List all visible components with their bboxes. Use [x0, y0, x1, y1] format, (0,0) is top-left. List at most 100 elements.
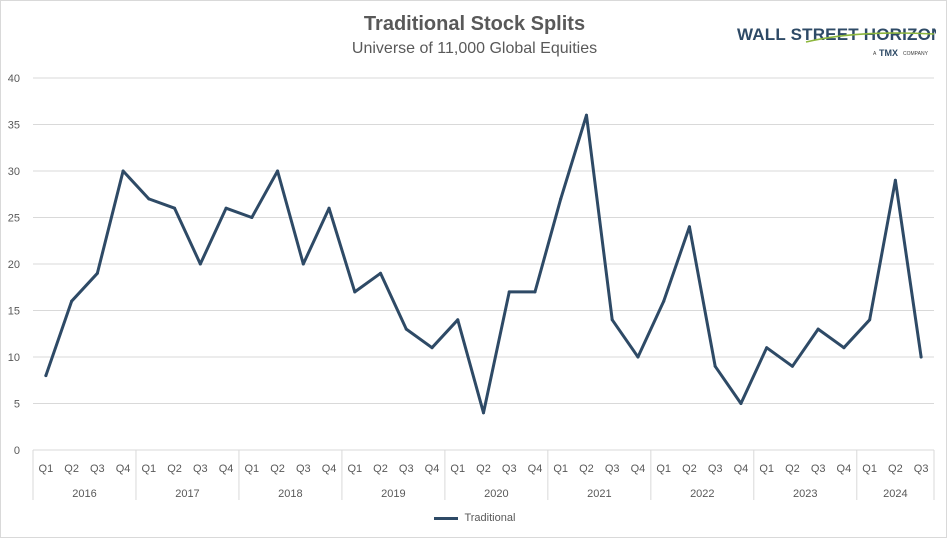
logo-name: WALL STREET HORIZON — [737, 25, 936, 44]
data-point — [276, 169, 280, 173]
year-label: 2019 — [381, 488, 405, 500]
x-tick-label: Q1 — [141, 463, 156, 475]
data-point — [121, 169, 125, 173]
data-point — [842, 346, 846, 350]
x-tick-label: Q1 — [759, 463, 774, 475]
y-tick-label: 5 — [14, 399, 20, 411]
x-tick-label: Q4 — [219, 463, 234, 475]
data-point — [507, 290, 511, 294]
chart-subtitle: Universe of 11,000 Global Equities — [351, 40, 598, 57]
y-tick-label: 10 — [8, 352, 20, 364]
y-tick-label: 0 — [14, 445, 20, 457]
data-point — [919, 355, 923, 359]
x-tick-label: Q1 — [553, 463, 568, 475]
data-point — [533, 290, 537, 294]
data-point — [662, 299, 666, 303]
x-tick-label: Q3 — [605, 463, 620, 475]
y-tick-label: 25 — [8, 213, 20, 225]
y-tick-label: 35 — [8, 120, 20, 132]
year-label: 2021 — [587, 488, 611, 500]
data-point — [868, 318, 872, 322]
data-point — [301, 262, 305, 266]
data-point — [765, 346, 769, 350]
data-point — [95, 271, 99, 275]
data-point — [636, 355, 640, 359]
chart-title: Traditional Stock Splits — [363, 13, 586, 35]
year-label: 2016 — [72, 488, 96, 500]
logo-swoosh — [805, 32, 935, 43]
data-point — [147, 197, 151, 201]
legend-swatch-traditional — [433, 516, 458, 520]
x-tick-label: Q3 — [90, 463, 105, 475]
x-tick-label: Q3 — [502, 463, 517, 475]
data-point — [173, 206, 177, 210]
x-tick-label: Q2 — [785, 463, 800, 475]
data-point — [816, 327, 820, 331]
data-point — [482, 411, 485, 415]
y-tick-label: 15 — [8, 306, 20, 318]
x-tick-label: Q2 — [270, 463, 285, 475]
y-tick-label: 20 — [8, 259, 20, 271]
data-point — [198, 262, 202, 266]
x-tick-label: Q2 — [373, 463, 388, 475]
data-point — [353, 290, 357, 294]
x-tick-label: Q3 — [193, 463, 208, 475]
data-point — [893, 178, 897, 182]
data-point — [739, 402, 743, 405]
x-tick-label: Q3 — [399, 463, 414, 475]
data-point — [790, 364, 794, 368]
x-tick-label: Q3 — [914, 463, 929, 475]
year-label: 2023 — [793, 488, 817, 500]
legend: Traditional — [0, 512, 949, 524]
wall-street-horizon-logo: WALL STREET HORIZON A TMX COMPANY — [737, 25, 936, 58]
data-point — [430, 346, 434, 350]
data-point — [456, 318, 460, 322]
x-tick-label: Q1 — [862, 463, 877, 475]
x-tick-label: Q3 — [708, 463, 723, 475]
x-tick-label: Q4 — [528, 463, 543, 475]
x-tick-label: Q1 — [656, 463, 671, 475]
x-tick-label: Q1 — [39, 463, 54, 475]
x-tick-label: Q1 — [450, 463, 465, 475]
data-point — [70, 299, 74, 303]
logo-tagline-suffix: COMPANY — [903, 51, 929, 57]
x-tick-label: Q4 — [116, 463, 131, 475]
x-tick-label: Q4 — [425, 463, 440, 475]
x-tick-label: Q2 — [888, 463, 903, 475]
data-point — [327, 206, 331, 210]
data-point — [404, 327, 408, 331]
x-tick-label: Q3 — [296, 463, 311, 475]
logo-tmx: TMX — [879, 48, 898, 58]
year-label: 2022 — [690, 488, 714, 500]
year-label: 2024 — [883, 488, 907, 500]
data-point — [610, 318, 614, 322]
x-tick-label: Q1 — [244, 463, 259, 475]
data-point — [250, 216, 254, 219]
logo-tagline-prefix: A — [873, 51, 877, 57]
x-tick-label: Q1 — [347, 463, 362, 475]
y-tick-label: 40 — [8, 73, 20, 85]
x-tick-label: Q2 — [476, 463, 491, 475]
data-point — [687, 225, 691, 229]
data-point — [44, 374, 48, 378]
x-tick-label: Q2 — [64, 463, 79, 475]
x-tick-label: Q2 — [167, 463, 182, 475]
x-tick-label: Q4 — [631, 463, 646, 475]
x-tick-label: Q4 — [837, 463, 852, 475]
x-tick-label: Q4 — [734, 463, 749, 475]
data-point — [713, 364, 717, 368]
y-tick-label: 30 — [8, 166, 20, 178]
year-label: 2018 — [278, 488, 302, 500]
legend-label-traditional: Traditional — [464, 512, 516, 524]
x-tick-label: Q4 — [322, 463, 337, 475]
data-point — [379, 271, 383, 275]
data-point — [584, 113, 588, 117]
x-tick-label: Q2 — [682, 463, 697, 475]
year-label: 2020 — [484, 488, 508, 500]
x-tick-label: Q3 — [811, 463, 826, 475]
data-point — [224, 206, 228, 210]
data-point — [559, 197, 563, 201]
x-tick-label: Q2 — [579, 463, 594, 475]
